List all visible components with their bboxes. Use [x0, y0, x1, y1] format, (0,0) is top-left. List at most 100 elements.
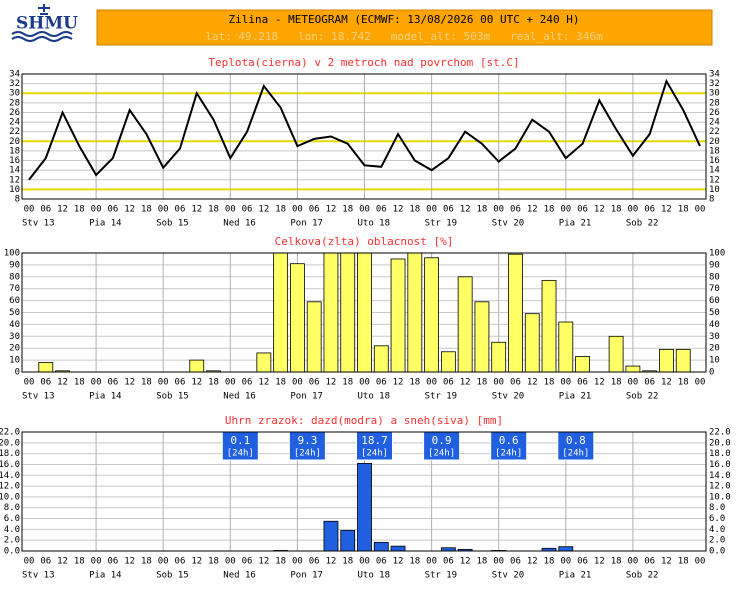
daily-total-label: [24h]	[294, 449, 321, 459]
bar	[189, 359, 205, 373]
y-tick-label: 2.0	[4, 536, 20, 546]
y-tick-label-right: 6.0	[709, 514, 725, 524]
chart-title: Uhrn zrazok: dazd(modra) a sneh(siva) [m…	[225, 414, 503, 427]
x-tick-label: 06	[175, 205, 186, 215]
x-tick-label: 12	[393, 205, 404, 215]
day-label: Sob 15	[156, 571, 189, 581]
x-tick-label: 12	[258, 378, 269, 388]
x-tick-label: 18	[342, 378, 353, 388]
y-tick-label-right: 20	[709, 137, 720, 147]
y-tick-label: 50	[9, 308, 20, 318]
y-tick-label-right: 22	[709, 127, 720, 137]
y-tick-label: 10.0	[0, 492, 20, 502]
y-tick-label: 24	[9, 118, 20, 128]
x-tick-label: 06	[644, 557, 655, 567]
x-tick-label: 18	[208, 557, 219, 567]
x-tick-label: 12	[594, 205, 605, 215]
y-tick-label-right: 60	[709, 296, 720, 306]
day-label: Pia 21	[559, 571, 592, 581]
y-tick-label-right: 16	[709, 156, 720, 166]
y-tick-label: 20	[9, 137, 20, 147]
chart-title: Celkova(zlta) oblacnost [%]	[275, 235, 454, 248]
day-label: Ned 16	[223, 219, 256, 229]
x-tick-label: 06	[309, 205, 320, 215]
daily-total-box	[423, 431, 461, 461]
x-tick-label: 18	[477, 205, 488, 215]
y-tick-label: 40	[9, 320, 20, 330]
y-tick-label: 8.0	[4, 503, 20, 513]
y-tick-label: 80	[9, 272, 20, 282]
x-tick-label: 00	[225, 378, 236, 388]
x-tick-label: 00	[695, 557, 706, 567]
daily-total-box	[288, 431, 326, 461]
x-tick-label: 18	[141, 557, 152, 567]
bar	[407, 252, 423, 373]
header-box	[96, 9, 713, 46]
bar	[575, 356, 590, 373]
logo: SHMU	[11, 4, 78, 42]
y-tick-label-right: 18	[709, 146, 720, 156]
x-tick-label: 18	[275, 205, 286, 215]
x-tick-label: 12	[326, 205, 337, 215]
x-tick-label: 12	[661, 205, 672, 215]
y-tick-label-right: 100	[709, 249, 725, 259]
x-tick-label: 18	[678, 557, 689, 567]
day-label: Pia 14	[89, 571, 122, 581]
x-tick-label: 00	[493, 205, 504, 215]
bar	[558, 546, 574, 552]
day-label: Uto 18	[358, 392, 391, 402]
day-label: Uto 18	[358, 219, 391, 229]
x-tick-label: 18	[342, 205, 353, 215]
y-tick-label-right: 18.0	[709, 449, 731, 459]
y-tick-label-right: 8.0	[709, 503, 725, 513]
x-tick-label: 18	[208, 205, 219, 215]
y-tick-label-right: 70	[709, 284, 720, 294]
y-tick-label-right: 30	[709, 332, 720, 342]
day-label: Str 19	[425, 219, 458, 229]
x-tick-label: 18	[409, 378, 420, 388]
y-tick-label: 0.0	[4, 547, 20, 557]
x-tick-label: 06	[107, 557, 118, 567]
daily-total-box	[490, 431, 528, 461]
y-tick-label: 32	[9, 79, 20, 89]
y-tick-label: 4.0	[4, 525, 20, 535]
x-tick-label: 06	[107, 205, 118, 215]
daily-total-label: [24h]	[428, 449, 455, 459]
x-tick-label: 18	[611, 378, 622, 388]
y-tick-label: 28	[9, 98, 20, 108]
day-label: Stv 13	[22, 392, 55, 402]
x-tick-label: 12	[594, 378, 605, 388]
x-tick-label: 06	[40, 557, 51, 567]
y-tick-label-right: 4.0	[709, 525, 725, 535]
x-tick-label: 18	[678, 378, 689, 388]
x-tick-label: 06	[242, 378, 253, 388]
x-tick-label: 00	[560, 378, 571, 388]
x-tick-label: 18	[544, 205, 555, 215]
y-tick-label: 100	[4, 249, 20, 259]
x-tick-label: 12	[326, 557, 337, 567]
x-tick-label: 06	[175, 378, 186, 388]
y-tick-label: 8	[15, 195, 20, 205]
x-tick-label: 06	[443, 205, 454, 215]
y-tick-label-right: 10	[709, 185, 720, 195]
y-tick-label: 60	[9, 296, 20, 306]
bar	[289, 263, 305, 373]
x-tick-label: 00	[225, 205, 236, 215]
x-tick-label: 18	[409, 205, 420, 215]
x-tick-label: 00	[560, 205, 571, 215]
x-tick-label: 00	[225, 557, 236, 567]
x-tick-label: 18	[409, 557, 420, 567]
day-label: Pon 17	[290, 392, 323, 402]
y-tick-label: 70	[9, 284, 20, 294]
y-tick-label: 0	[15, 368, 20, 378]
x-tick-label: 18	[141, 378, 152, 388]
x-tick-label: 00	[292, 378, 303, 388]
day-label: Ned 16	[223, 392, 256, 402]
day-label: Pia 21	[559, 219, 592, 229]
x-tick-label: 18	[611, 205, 622, 215]
x-tick-label: 18	[74, 205, 85, 215]
daily-total-label: [24h]	[562, 449, 589, 459]
bar	[323, 520, 339, 552]
bar	[357, 462, 372, 552]
